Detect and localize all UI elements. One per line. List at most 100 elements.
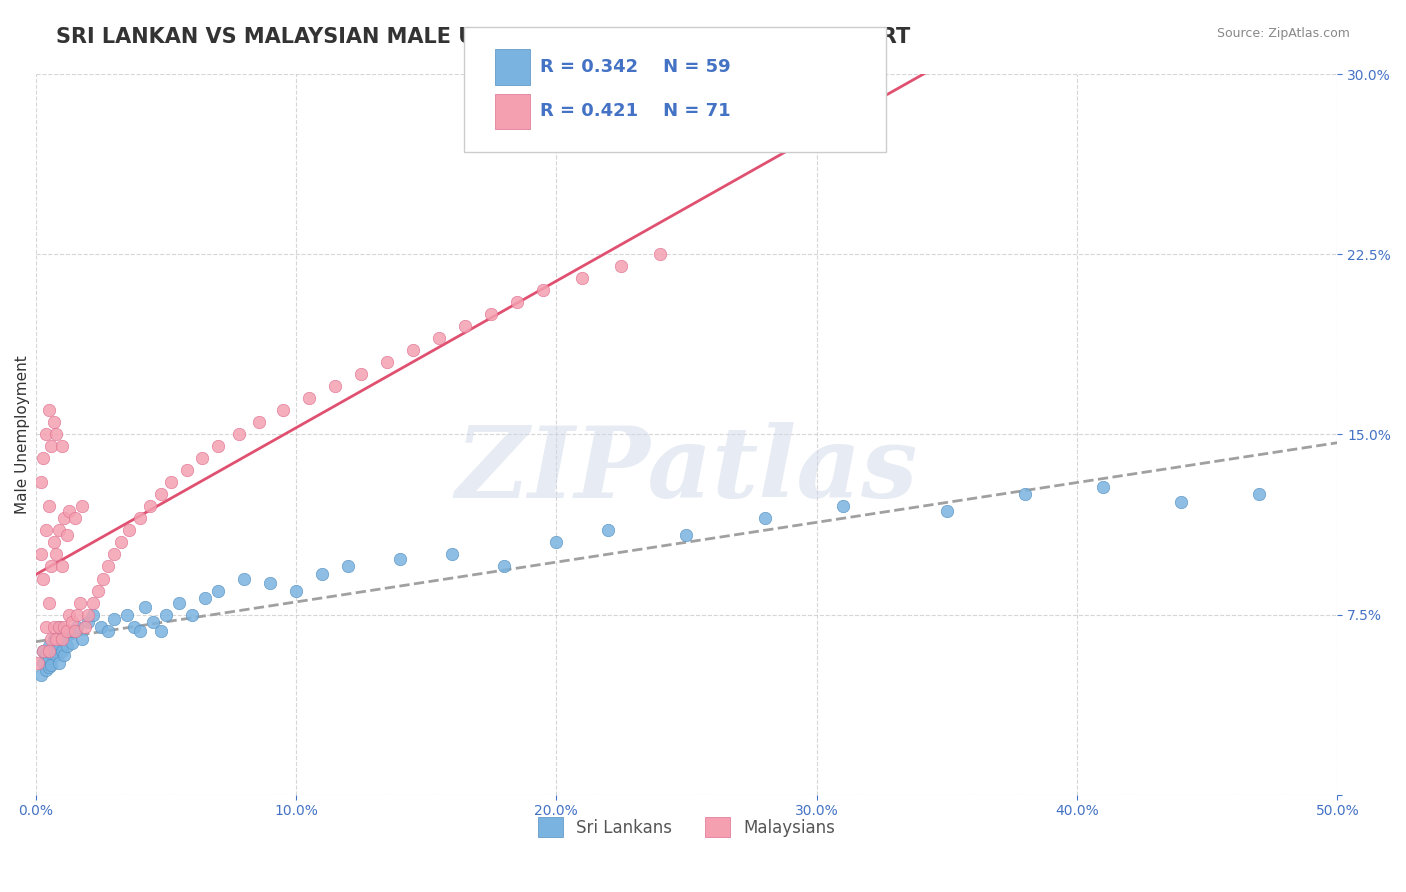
Point: [103, 612, 125, 626]
Point: [134, 600, 156, 615]
Point: [97, 624, 120, 639]
Point: [63, 624, 86, 639]
Point: [571, 271, 593, 285]
Point: [1014, 487, 1036, 501]
Point: [149, 487, 172, 501]
Point: [139, 500, 162, 514]
Point: [51, 632, 73, 646]
Point: [35, 663, 58, 677]
Point: [42, 535, 65, 549]
Point: [51, 632, 73, 646]
Point: [48, 619, 70, 633]
Point: [39, 657, 62, 672]
Point: [194, 591, 217, 605]
Point: [51, 559, 73, 574]
Point: [63, 624, 86, 639]
Point: [27, 656, 49, 670]
Point: [35, 619, 58, 633]
Point: [128, 511, 150, 525]
Point: [90, 619, 112, 633]
Point: [323, 379, 346, 393]
Point: [546, 535, 568, 549]
Point: [76, 615, 98, 629]
Point: [32, 572, 55, 586]
Text: SRI LANKAN VS MALAYSIAN MALE UNEMPLOYMENT CORRELATION CHART: SRI LANKAN VS MALAYSIAN MALE UNEMPLOYMEN…: [56, 27, 911, 46]
Point: [58, 504, 80, 518]
Point: [32, 643, 55, 657]
Point: [831, 500, 853, 514]
Point: [82, 595, 104, 609]
Point: [110, 535, 132, 549]
Point: [149, 624, 172, 639]
Point: [48, 619, 70, 633]
Point: [72, 500, 94, 514]
Point: [42, 632, 65, 646]
Point: [271, 403, 294, 417]
Point: [42, 643, 65, 657]
Point: [142, 615, 165, 629]
Point: [427, 331, 450, 345]
Point: [45, 632, 67, 646]
Point: [935, 504, 957, 518]
Point: [42, 415, 65, 429]
Point: [350, 368, 373, 382]
Point: [39, 646, 62, 660]
Point: [38, 643, 60, 657]
Text: R = 0.342    N = 59: R = 0.342 N = 59: [540, 58, 731, 76]
Text: R = 0.421    N = 71: R = 0.421 N = 71: [540, 103, 731, 120]
Point: [494, 559, 516, 574]
Point: [76, 607, 98, 622]
Point: [53, 619, 76, 633]
Point: [675, 528, 697, 542]
Y-axis label: Male Unemployment: Male Unemployment: [15, 355, 30, 514]
Point: [402, 343, 425, 358]
Point: [38, 403, 60, 417]
Point: [38, 595, 60, 609]
Point: [38, 650, 60, 665]
Point: [39, 632, 62, 646]
Point: [45, 548, 67, 562]
Legend: Sri Lankans, Malaysians: Sri Lankans, Malaysians: [531, 810, 842, 844]
Point: [191, 451, 214, 466]
Point: [650, 247, 672, 261]
Point: [97, 559, 120, 574]
Point: [63, 511, 86, 525]
Point: [1249, 487, 1271, 501]
Point: [249, 415, 271, 429]
Point: [39, 439, 62, 453]
Point: [30, 548, 52, 562]
Point: [35, 427, 58, 442]
Point: [454, 319, 477, 334]
Point: [56, 624, 79, 639]
Point: [53, 648, 76, 663]
Point: [1092, 480, 1115, 494]
Point: [53, 511, 76, 525]
Point: [30, 667, 52, 681]
Point: [207, 439, 229, 453]
Point: [160, 475, 183, 490]
Point: [389, 552, 412, 566]
Point: [284, 583, 307, 598]
Point: [124, 619, 146, 633]
Text: Source: ZipAtlas.com: Source: ZipAtlas.com: [1216, 27, 1350, 40]
Point: [232, 572, 254, 586]
Point: [87, 583, 110, 598]
Point: [38, 500, 60, 514]
Point: [35, 524, 58, 538]
Point: [167, 595, 190, 609]
Point: [298, 392, 321, 406]
Point: [118, 524, 141, 538]
Point: [58, 626, 80, 640]
Point: [207, 583, 229, 598]
Point: [45, 427, 67, 442]
Point: [128, 624, 150, 639]
Point: [45, 636, 67, 650]
Point: [73, 619, 96, 633]
Point: [311, 566, 333, 581]
Point: [72, 632, 94, 646]
Point: [155, 607, 177, 622]
Point: [48, 524, 70, 538]
Point: [479, 307, 502, 321]
Point: [51, 643, 73, 657]
Point: [228, 427, 250, 442]
